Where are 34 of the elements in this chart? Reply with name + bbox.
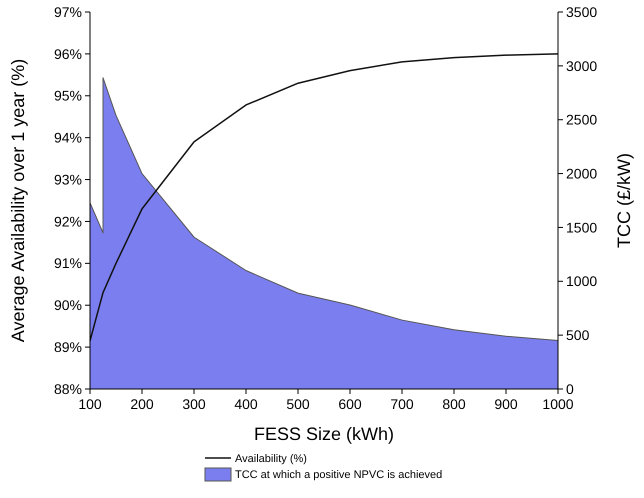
y2-tick-label: 1000 [566,273,598,290]
x-tick-label: 800 [442,396,466,412]
y-tick-label: 88% [54,380,82,397]
y2-tick-label: 3000 [566,58,598,74]
y-tick-label: 90% [54,297,82,314]
y2-tick-label: 3500 [566,4,598,20]
y2-axis-title: TCC (£/kW) [614,153,634,248]
legend-label: Availability (%) [235,452,307,465]
y-tick-label: 91% [54,255,82,272]
x-tick-label: 900 [494,396,518,412]
x-tick-label: 600 [338,396,362,412]
y-tick-label: 96% [54,46,82,62]
y-tick-label: 92% [54,213,82,230]
y2-tick-label: 500 [566,327,590,344]
x-tick-label: 400 [234,396,258,412]
x-tick-label: 700 [390,396,414,412]
y-tick-label: 95% [54,88,82,104]
y2-tick-label: 0 [566,380,574,397]
x-tick-label: 200 [130,396,154,412]
x-axis-title: FESS Size (kWh) [254,424,394,444]
y2-tick-label: 2500 [566,112,598,128]
y2-tick-label: 2000 [566,165,598,182]
y-tick-label: 97% [54,4,82,20]
x-tick-label: 300 [182,396,206,412]
legend-label: TCC at which a positive NPVC is achieved [235,468,442,481]
y-tick-label: 93% [54,171,82,188]
y2-tick-label: 1500 [566,219,598,236]
line-series [89,53,559,342]
x-tick-label: 500 [286,396,310,412]
x-tick-label: 100 [78,396,102,412]
y-axis-title: Average Availability over 1 year (%) [8,58,28,342]
y-tick-label: 94% [54,130,82,146]
y-tick-label: 89% [54,339,82,356]
x-tick-label: 1000 [542,396,574,412]
